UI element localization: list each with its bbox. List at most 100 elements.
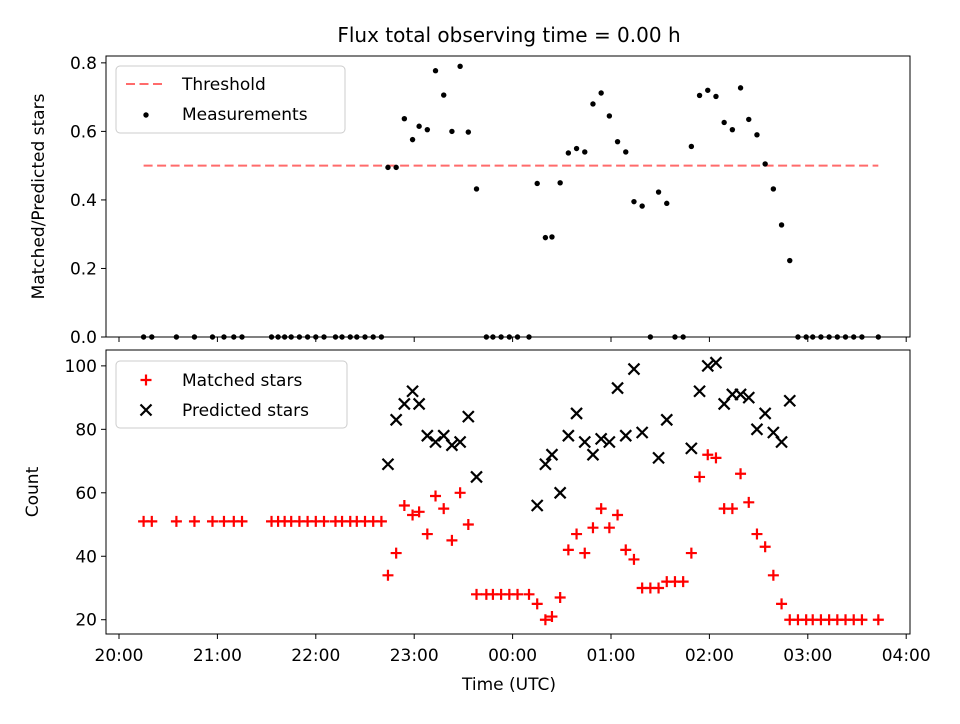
measurement-point xyxy=(231,334,237,340)
measurement-point xyxy=(498,334,504,340)
predicted-star-point xyxy=(570,407,583,420)
matched-star-point xyxy=(413,506,425,518)
measurement-point xyxy=(834,334,841,340)
measurement-point xyxy=(623,149,629,155)
matched-star-point xyxy=(872,614,884,626)
matched-star-point xyxy=(710,452,722,464)
measurement-point xyxy=(688,143,695,150)
predicted-star-point xyxy=(421,429,434,442)
measurement-point xyxy=(313,334,319,340)
top-legend: Threshold Measurements xyxy=(115,65,346,134)
measurement-point xyxy=(506,334,513,340)
measurement-point xyxy=(787,257,793,264)
measurement-point xyxy=(432,68,439,74)
measurement-point xyxy=(191,334,198,340)
predicted-star-point xyxy=(470,470,483,484)
measurement-point xyxy=(441,92,447,98)
measurement-point xyxy=(680,334,686,340)
predicted-star-point xyxy=(734,388,747,401)
matched-star-point xyxy=(743,496,755,508)
measurement-point xyxy=(795,334,801,340)
bottom-legend: Matched stars Predicted stars xyxy=(115,360,348,429)
predicted-star-point xyxy=(783,394,797,408)
measurement-point xyxy=(818,334,824,340)
predicted-star-point xyxy=(539,457,552,471)
measurement-point xyxy=(851,334,857,340)
measurement-point xyxy=(281,334,288,340)
measurement-point xyxy=(465,129,472,135)
measurement-point xyxy=(239,334,245,340)
matched-star-point xyxy=(512,588,524,600)
measurement-point xyxy=(526,334,532,340)
measurement-point xyxy=(754,132,760,138)
matched-star-point xyxy=(735,468,747,480)
measurement-point xyxy=(542,234,549,241)
measurement-point xyxy=(875,334,882,340)
measurement-point xyxy=(614,138,621,145)
measurement-point xyxy=(729,126,736,133)
predicted-star-point xyxy=(530,499,544,512)
measurement-point xyxy=(370,334,376,340)
measurement-point xyxy=(573,145,580,152)
measurement-point xyxy=(859,334,865,340)
matched-star-point xyxy=(206,515,218,527)
predicted-star-point xyxy=(562,429,575,442)
measurement-point xyxy=(339,334,345,340)
measurement-point xyxy=(582,149,588,155)
bottom-ytick-label: 80 xyxy=(75,420,97,440)
predicted-star-point xyxy=(652,451,665,465)
measurement-point xyxy=(424,126,431,133)
matched-star-point xyxy=(620,544,632,556)
bottom-ytick-label: 100 xyxy=(65,357,97,377)
measurement-point xyxy=(275,334,281,340)
matched-star-point xyxy=(398,499,410,511)
predicted-star-point xyxy=(635,426,649,439)
legend-matched-label: Matched stars xyxy=(182,371,302,391)
bottom-ytick-label: 40 xyxy=(75,547,97,567)
matched-star-point xyxy=(546,611,558,623)
predicted-star-point xyxy=(685,442,698,455)
measurement-point xyxy=(721,119,727,126)
bottom-panel: 20 40 60 80 100 20:00 21:00 22:00 23:00 00:00 01:0… xyxy=(23,349,931,695)
predicted-star-point xyxy=(578,435,592,449)
bottom-legend-box xyxy=(115,360,348,429)
measurement-point xyxy=(549,234,555,240)
bottom-xtick-label: 20:00 xyxy=(95,646,144,666)
matched-star-point xyxy=(170,515,182,527)
top-legend-box xyxy=(115,65,346,134)
bottom-xtick-label: 22:00 xyxy=(291,646,340,666)
measurement-point xyxy=(514,334,521,340)
predicted-star-point xyxy=(412,397,426,411)
measurement-point xyxy=(770,186,777,192)
matched-star-point xyxy=(587,522,599,534)
bottom-xtick-label: 04:00 xyxy=(882,646,931,666)
measurement-point xyxy=(534,180,540,187)
bottom-xlabel: Time (UTC) xyxy=(461,675,556,695)
predicted-star-point xyxy=(429,435,442,449)
measurement-point xyxy=(696,92,703,99)
matched-star-point xyxy=(446,534,458,546)
measurement-point xyxy=(268,334,275,340)
measurement-point xyxy=(810,334,816,340)
measurement-point xyxy=(209,334,216,340)
predicted-star-point xyxy=(611,381,624,395)
predicted-star-point xyxy=(742,391,756,404)
measurement-point xyxy=(565,150,572,156)
measurement-point xyxy=(590,101,596,107)
measurement-point xyxy=(457,63,463,69)
bottom-xtick-label: 01:00 xyxy=(587,646,636,666)
measurement-point xyxy=(557,180,563,186)
measurement-point xyxy=(393,164,399,171)
measurement-point xyxy=(385,164,391,171)
measurement-point xyxy=(304,334,311,340)
measurement-point xyxy=(655,189,662,195)
measurement-point xyxy=(332,334,339,340)
matched-star-point xyxy=(390,547,402,559)
predicted-star-point xyxy=(462,410,475,423)
measurement-point xyxy=(321,334,327,340)
legend-measurements-label: Measurements xyxy=(182,105,308,125)
matched-star-point xyxy=(462,519,474,531)
matched-star-point xyxy=(856,614,868,626)
